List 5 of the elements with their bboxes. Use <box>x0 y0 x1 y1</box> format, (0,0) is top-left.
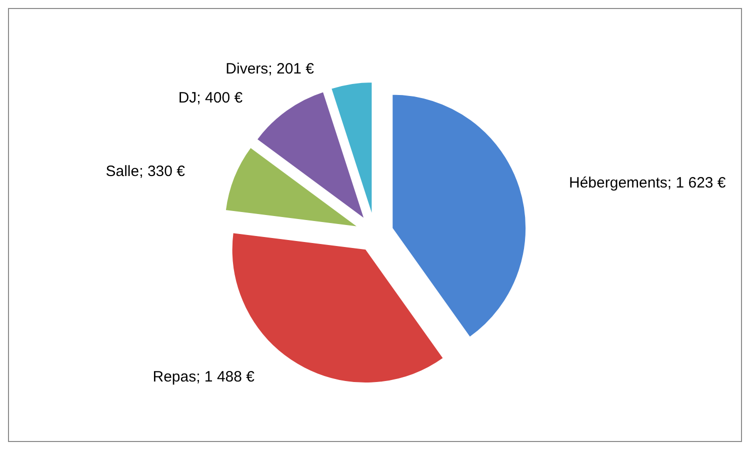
slice-label: Divers; 201 € <box>226 60 315 78</box>
slice-label: Salle; 330 € <box>106 163 186 180</box>
slice-label: Repas; 1 488 € <box>152 368 256 386</box>
slice-label: DJ; 400 € <box>178 90 244 107</box>
slice-label: Hébergements; 1 623 € <box>568 174 726 192</box>
